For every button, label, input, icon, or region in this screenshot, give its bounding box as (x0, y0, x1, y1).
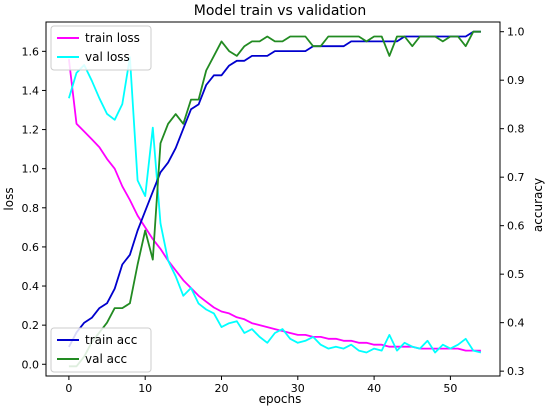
right-y-tick-label: 0.7 (507, 171, 525, 184)
right-y-tick-label: 0.3 (507, 365, 525, 378)
legend-loss: train loss val loss (50, 25, 152, 71)
left-y-tick-label: 1.4 (22, 84, 40, 97)
left-y-tick-label: 0.6 (22, 241, 40, 254)
legend-label: train acc (85, 333, 137, 347)
left-y-tick-label: 0.0 (22, 358, 40, 371)
left-y-tick-label: 0.4 (22, 280, 40, 293)
right-y-tick-label: 1.0 (507, 26, 525, 39)
y-axis-label-accuracy: accuracy (531, 178, 545, 232)
legend-label: val loss (85, 50, 130, 64)
legend-label: train loss (85, 31, 140, 45)
left-y-ticks: 0.0 0.2 0.4 0.6 0.8 1.0 1.2 1.4 1.6 (22, 45, 46, 371)
y-axis-label-loss: loss (2, 187, 16, 210)
left-y-tick-label: 1.0 (22, 163, 40, 176)
right-y-tick-label: 0.4 (507, 317, 525, 330)
right-y-ticks: 0.3 0.4 0.5 0.6 0.7 0.8 0.9 1.0 (500, 26, 525, 378)
x-tick-label: 40 (367, 382, 381, 395)
series-line-val-acc (68, 30, 481, 368)
x-tick-label: 10 (138, 382, 152, 395)
left-y-tick-label: 0.8 (22, 202, 40, 215)
right-y-tick-label: 0.6 (507, 220, 525, 233)
plot-frame (45, 21, 501, 377)
right-y-tick-label: 0.5 (507, 268, 525, 281)
right-y-tick-label: 0.9 (507, 74, 525, 87)
legend-label: val acc (85, 352, 127, 366)
legend-accuracy: train acc val acc (50, 327, 152, 373)
x-tick-label: 30 (291, 382, 305, 395)
plot-lines (68, 30, 482, 368)
x-tick-label: 50 (443, 382, 457, 395)
x-ticks: 0 10 20 30 40 50 (65, 376, 457, 395)
series-line-val-loss (68, 56, 482, 354)
left-y-tick-label: 1.6 (22, 45, 40, 58)
x-tick-label: 20 (214, 382, 228, 395)
left-y-tick-label: 0.2 (22, 319, 40, 332)
series-line-train-acc (68, 30, 481, 348)
right-y-tick-label: 0.8 (507, 123, 525, 136)
x-axis-label: epochs (259, 392, 302, 406)
x-tick-label: 0 (65, 382, 72, 395)
chart-title: Model train vs validation (194, 3, 366, 19)
left-y-tick-label: 1.2 (22, 124, 40, 137)
